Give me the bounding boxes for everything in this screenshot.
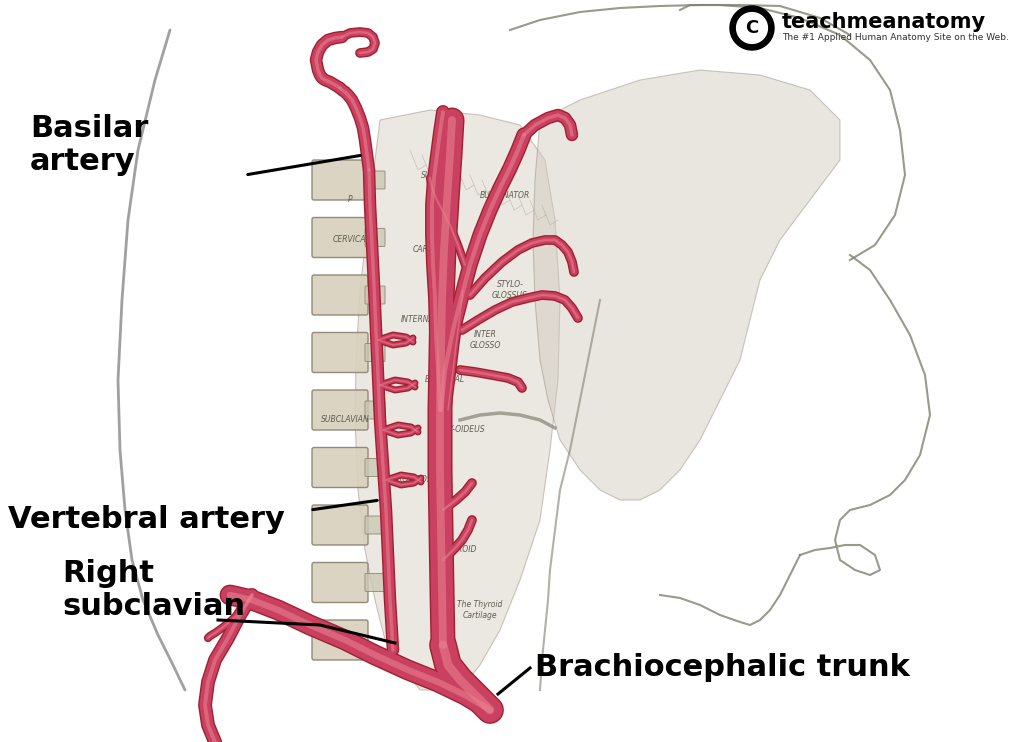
FancyBboxPatch shape <box>312 217 368 257</box>
FancyBboxPatch shape <box>312 160 368 200</box>
Text: THYRO-GLOSSUS: THYRO-GLOSSUS <box>383 476 447 485</box>
FancyBboxPatch shape <box>312 275 368 315</box>
Text: Basilar
artery: Basilar artery <box>30 114 148 177</box>
Text: INTERNAL: INTERNAL <box>401 315 439 324</box>
Text: CAROTID: CAROTID <box>413 246 447 255</box>
FancyBboxPatch shape <box>312 332 368 372</box>
Text: THYROID: THYROID <box>442 545 477 554</box>
Text: Right
subclavian: Right subclavian <box>62 559 245 621</box>
Text: P: P <box>348 195 352 205</box>
Text: CERVICALIS: CERVICALIS <box>333 235 378 245</box>
Text: EXTERNAL: EXTERNAL <box>425 375 465 384</box>
FancyBboxPatch shape <box>365 286 385 304</box>
Text: STYLO-
GLOSSUS: STYLO- GLOSSUS <box>493 280 528 300</box>
Text: SUPERIOR: SUPERIOR <box>421 171 460 180</box>
FancyBboxPatch shape <box>365 574 385 591</box>
Text: C: C <box>745 19 759 37</box>
FancyBboxPatch shape <box>365 344 385 361</box>
Polygon shape <box>534 70 840 500</box>
FancyBboxPatch shape <box>365 459 385 476</box>
FancyBboxPatch shape <box>365 171 385 189</box>
Polygon shape <box>355 110 560 690</box>
FancyBboxPatch shape <box>312 447 368 487</box>
Text: Vertebral artery: Vertebral artery <box>8 505 285 534</box>
FancyBboxPatch shape <box>312 505 368 545</box>
Text: INTER
GLOSSO: INTER GLOSSO <box>469 330 501 349</box>
FancyBboxPatch shape <box>365 229 385 246</box>
FancyBboxPatch shape <box>312 620 368 660</box>
Text: The #1 Applied Human Anatomy Site on the Web.: The #1 Applied Human Anatomy Site on the… <box>782 33 1009 42</box>
Polygon shape <box>730 6 774 50</box>
Text: teachmeanatomy: teachmeanatomy <box>782 12 986 32</box>
FancyBboxPatch shape <box>312 390 368 430</box>
Text: SUBCLAVIAN: SUBCLAVIAN <box>321 416 370 424</box>
Text: BUCCINATOR: BUCCINATOR <box>480 191 530 200</box>
Text: Brachiocephalic trunk: Brachiocephalic trunk <box>535 654 910 683</box>
Polygon shape <box>736 13 767 43</box>
FancyBboxPatch shape <box>312 562 368 603</box>
FancyBboxPatch shape <box>365 516 385 534</box>
Text: The Thyroid
Cartilage: The Thyroid Cartilage <box>458 600 503 620</box>
FancyBboxPatch shape <box>365 401 385 419</box>
Text: HY-OIDEUS: HY-OIDEUS <box>444 425 485 435</box>
